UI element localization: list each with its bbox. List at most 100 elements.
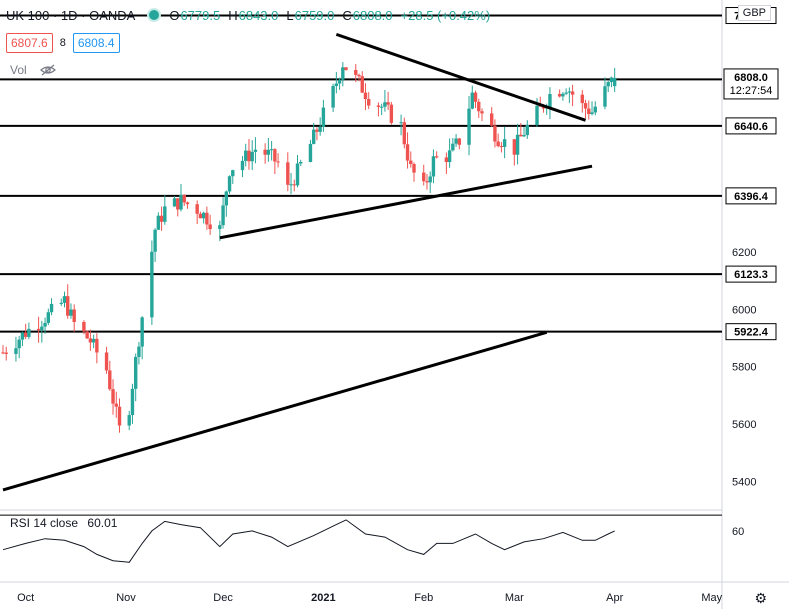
candle-body (383, 102, 387, 107)
candle-body (23, 332, 28, 337)
time-tick-label: 2021 (311, 592, 335, 604)
candle-body (363, 92, 368, 100)
price-tick-label: 5800 (732, 362, 756, 374)
candle-body (218, 225, 222, 230)
candle-body (502, 139, 507, 147)
candle-body (470, 92, 474, 109)
candle-body (379, 106, 384, 108)
candle-body (176, 198, 180, 210)
candle-body (208, 224, 212, 230)
low-label: L (286, 7, 294, 23)
spread-value: 8 (59, 37, 66, 49)
currency-badge[interactable]: GBP (737, 5, 771, 21)
time-tick-label: Oct (17, 592, 34, 604)
time-tick-label: May (701, 592, 722, 604)
candles (1, 62, 617, 433)
candle-body (182, 194, 186, 203)
candle-body (82, 321, 86, 332)
candle-body (457, 138, 462, 145)
candle-body (337, 79, 342, 84)
candle-body (477, 101, 481, 112)
high-value: 6843.0 (238, 7, 279, 23)
candle-body (321, 107, 326, 127)
symbol-title[interactable]: UK 100 · 1D · OANDA (6, 7, 136, 23)
candle-body (263, 149, 267, 155)
time-tick-label: Dec (213, 592, 233, 604)
candle-body (224, 191, 229, 206)
candle-body (399, 122, 403, 124)
candle-body (299, 161, 303, 164)
price-tick-label: 5600 (732, 419, 756, 431)
candle-body (59, 302, 63, 304)
candle-body (564, 92, 568, 94)
candle-body (62, 296, 67, 303)
candle-body (133, 356, 138, 389)
candle-body (163, 206, 167, 222)
candle-body (276, 161, 280, 163)
candle-body (159, 215, 164, 222)
high-label: H (228, 7, 238, 23)
trendline (335, 32, 587, 122)
buy-button[interactable]: 6808.4 (72, 33, 120, 53)
candle-body (386, 102, 390, 105)
candle-body (227, 176, 232, 192)
sell-button[interactable]: 6807.6 (6, 33, 53, 53)
candle-body (88, 338, 93, 343)
close-label: C (342, 7, 352, 23)
candle-body (548, 93, 552, 107)
level-label: 6640.6 (734, 121, 768, 133)
candle-body (603, 86, 607, 107)
candle-body (72, 309, 76, 322)
candle-body (69, 309, 73, 316)
candle-body (14, 348, 18, 354)
rsi-label: RSI 14 close (10, 516, 79, 530)
candle-body (409, 160, 413, 165)
level-label: 6123.3 (734, 269, 768, 281)
countdown-label: 12:27:54 (730, 85, 773, 97)
rsi-value: 60.01 (87, 516, 118, 530)
settings-gear-icon[interactable]: ⚙ (754, 590, 767, 606)
price-tick-label: 5400 (732, 476, 756, 488)
candle-body (179, 194, 183, 210)
candle-body (111, 389, 115, 404)
eye-hidden-icon[interactable] (39, 63, 57, 77)
time-tick-label: Apr (606, 592, 623, 604)
candle-body (4, 352, 8, 354)
price-tick-label: 6000 (732, 304, 756, 316)
candle-body (315, 129, 319, 132)
candle-body (104, 352, 109, 371)
level-label-box (725, 117, 777, 135)
level-label-box (725, 323, 777, 341)
candle-body (583, 103, 588, 109)
candle-body (221, 205, 225, 226)
candle-body (250, 151, 254, 162)
trendline (2, 330, 548, 492)
candle-body (525, 124, 529, 136)
candle-body (606, 82, 610, 87)
candle-body (1, 352, 5, 354)
time-tick-label: Nov (116, 592, 136, 604)
price-axis: 7025.86803.16640.66396.46123.35922.45400… (723, 7, 779, 538)
candle-body (334, 83, 339, 87)
candle-body (593, 106, 597, 113)
candle-body (473, 92, 478, 102)
candle-body (17, 339, 21, 349)
candle-body (36, 328, 41, 331)
candle-body (580, 94, 585, 104)
candle-body (201, 212, 206, 219)
candle-body (447, 150, 452, 163)
time-tick-label: Mar (505, 592, 524, 604)
candle-body (292, 184, 296, 186)
candle-body (612, 77, 617, 87)
last-price-box (723, 68, 779, 100)
candle-body (308, 143, 313, 162)
candle-body (205, 212, 209, 225)
trendline (219, 164, 593, 240)
level-label: 5922.4 (734, 327, 769, 339)
candle-body (153, 229, 157, 252)
candle-body (557, 93, 562, 97)
candle-body (561, 93, 565, 97)
candle-body (172, 198, 177, 207)
